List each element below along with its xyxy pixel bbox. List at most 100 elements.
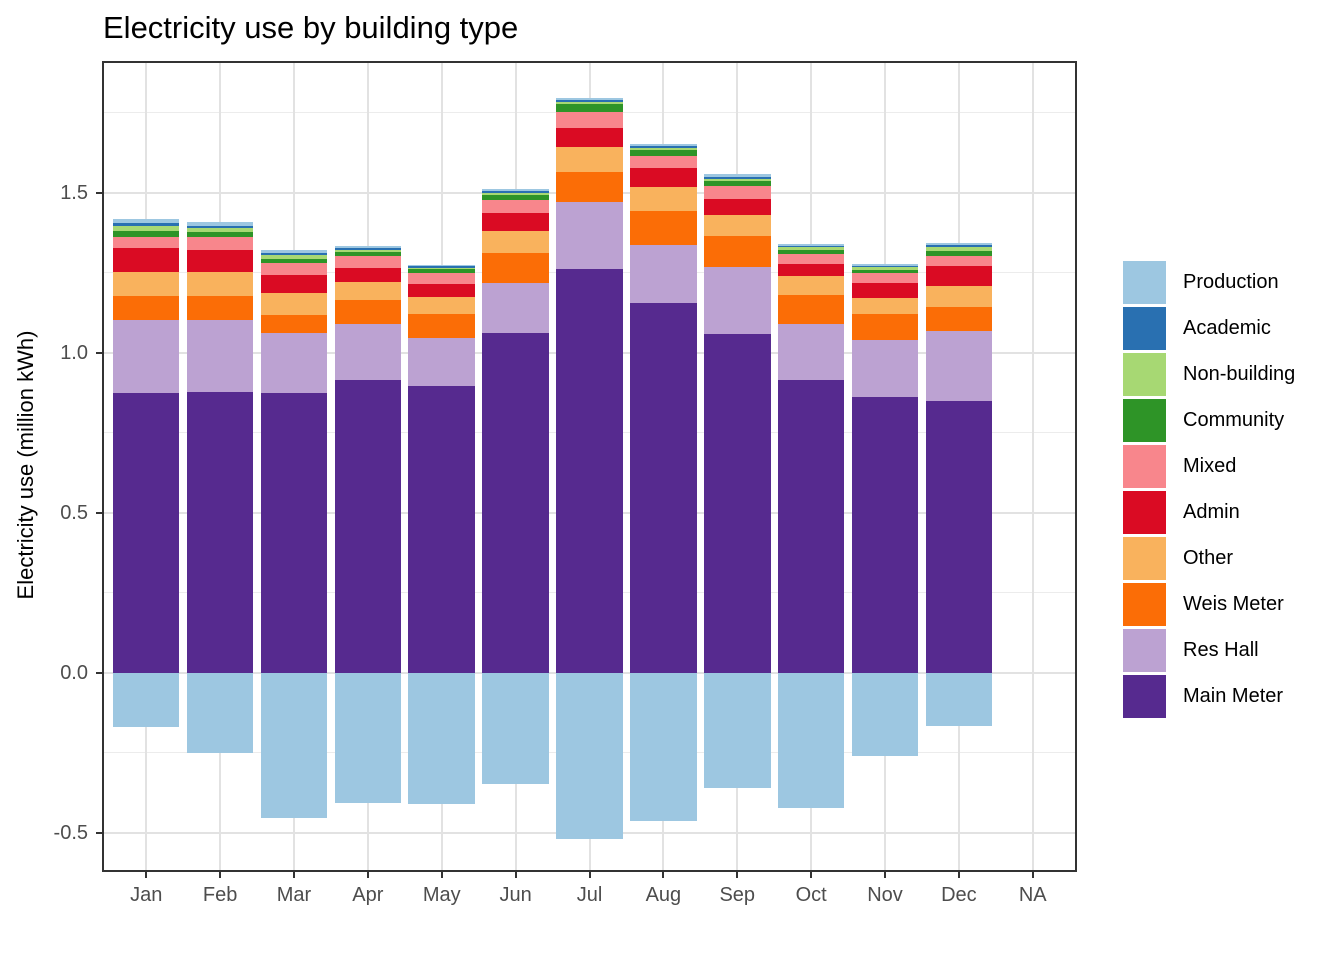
bar-jul-mixed xyxy=(556,111,623,128)
bar-feb-main-meter xyxy=(186,392,254,673)
bar-oct-production-negative xyxy=(777,672,845,809)
x-tick-oct xyxy=(810,872,813,878)
bar-jul-res-hall xyxy=(556,202,623,270)
y-tick-label--0-5: -0.5 xyxy=(53,821,88,844)
bar-dec-other xyxy=(925,286,993,307)
bar-jun-admin xyxy=(482,213,549,232)
x-tick-na xyxy=(1031,872,1034,878)
bar-feb-non-building xyxy=(186,228,254,233)
bar-feb-res-hall xyxy=(186,320,254,393)
bar-feb-academic xyxy=(186,225,254,229)
bar-apr-other xyxy=(334,281,402,300)
bar-mar-production xyxy=(260,249,328,254)
bar-dec-community xyxy=(925,250,993,257)
legend-key-academic xyxy=(1123,307,1166,350)
bar-jul-weis-meter xyxy=(556,172,623,203)
x-tick-feb xyxy=(219,872,222,878)
legend-label-admin: Admin xyxy=(1183,501,1240,523)
bar-apr-academic xyxy=(334,248,402,250)
bar-apr-community xyxy=(334,251,402,257)
bar-dec-res-hall xyxy=(925,330,993,401)
legend-item-admin: Admin xyxy=(1123,491,1295,534)
bar-may-main-meter xyxy=(408,385,475,673)
bar-jul-production xyxy=(556,97,623,101)
bar-jul-main-meter xyxy=(556,269,623,673)
bar-apr-production-negative xyxy=(334,672,402,803)
bar-mar-production-negative xyxy=(260,672,328,819)
bar-apr-production xyxy=(334,246,402,249)
bar-mar-community xyxy=(260,259,328,264)
bar-aug-academic xyxy=(630,146,697,149)
bar-jun-res-hall xyxy=(482,282,549,334)
bar-mar-res-hall xyxy=(260,333,328,394)
bar-jun-production-negative xyxy=(482,672,549,784)
y-tick-label-0-5: 0.5 xyxy=(60,501,88,524)
bar-apr-main-meter xyxy=(334,379,402,673)
bar-jul-other xyxy=(556,146,623,173)
bar-jan-other xyxy=(112,271,180,297)
legend-label-non-building: Non-building xyxy=(1183,363,1296,385)
x-tick-label-may: May xyxy=(422,884,461,906)
bar-feb-admin xyxy=(186,249,254,272)
bar-mar-mixed xyxy=(260,263,328,275)
bar-aug-production xyxy=(630,144,697,147)
bar-aug-main-meter xyxy=(630,303,697,673)
bar-nov-academic xyxy=(851,265,919,268)
legend-key-admin xyxy=(1123,491,1166,534)
bar-mar-admin xyxy=(260,274,328,293)
bar-aug-production-negative xyxy=(630,672,697,821)
bar-mar-weis-meter xyxy=(260,314,328,334)
legend-label-weis-meter: Weis Meter xyxy=(1183,593,1284,615)
y-axis-title: Electricity use (million kWh) xyxy=(13,330,38,600)
bar-sep-main-meter xyxy=(704,334,771,673)
bar-jul-community xyxy=(556,104,623,112)
bar-may-community xyxy=(408,269,475,273)
bar-jan-non-building xyxy=(112,225,180,232)
legend-label-res-hall: Res Hall xyxy=(1183,639,1259,661)
bar-sep-non-building xyxy=(704,179,771,182)
legend-key-other xyxy=(1123,537,1166,580)
x-tick-sep xyxy=(736,872,739,878)
bar-sep-community xyxy=(704,181,771,186)
bar-nov-production xyxy=(851,264,919,266)
x-tick-label-aug: Aug xyxy=(645,884,682,906)
bar-nov-res-hall xyxy=(851,339,919,398)
legend-key-res-hall xyxy=(1123,629,1166,672)
x-tick-label-jan: Jan xyxy=(130,884,163,906)
bar-aug-res-hall xyxy=(630,244,697,304)
x-tick-label-nov: Nov xyxy=(867,884,903,906)
legend: Production Academic Non-building Community M… xyxy=(1123,261,1295,721)
bar-feb-other xyxy=(186,271,254,297)
bar-jan-academic xyxy=(112,223,180,226)
legend-key-weis-meter xyxy=(1123,583,1166,626)
bar-sep-admin xyxy=(704,199,771,216)
legend-label-other: Other xyxy=(1183,547,1234,569)
legend-item-academic: Academic xyxy=(1123,307,1295,350)
bar-jul-admin xyxy=(556,127,623,147)
bar-aug-admin xyxy=(630,168,697,187)
x-tick-label-dec: Dec xyxy=(941,884,977,906)
legend-key-community xyxy=(1123,399,1166,442)
y-tick-label-1-5: 1.5 xyxy=(60,181,88,204)
x-tick-label-apr: Apr xyxy=(352,884,384,906)
bar-sep-other xyxy=(704,215,771,236)
bar-jan-main-meter xyxy=(112,393,180,673)
y-tick-1-0 xyxy=(96,351,102,354)
legend-key-main-meter xyxy=(1123,675,1166,718)
bar-aug-other xyxy=(630,186,697,211)
bar-oct-res-hall xyxy=(777,324,845,380)
x-tick-apr xyxy=(366,872,369,878)
bar-may-admin xyxy=(408,284,475,297)
x-tick-aug xyxy=(662,872,665,878)
bar-feb-community xyxy=(186,232,254,238)
bar-may-res-hall xyxy=(408,338,475,386)
bar-apr-weis-meter xyxy=(334,299,402,325)
bar-nov-production-negative xyxy=(851,672,919,756)
bar-dec-weis-meter xyxy=(925,306,993,331)
bar-sep-weis-meter xyxy=(704,235,771,267)
bar-jul-academic xyxy=(556,100,623,103)
bar-dec-academic xyxy=(925,245,993,247)
bar-nov-other xyxy=(851,298,919,314)
bar-oct-weis-meter xyxy=(777,295,845,325)
bar-sep-res-hall xyxy=(704,266,771,335)
